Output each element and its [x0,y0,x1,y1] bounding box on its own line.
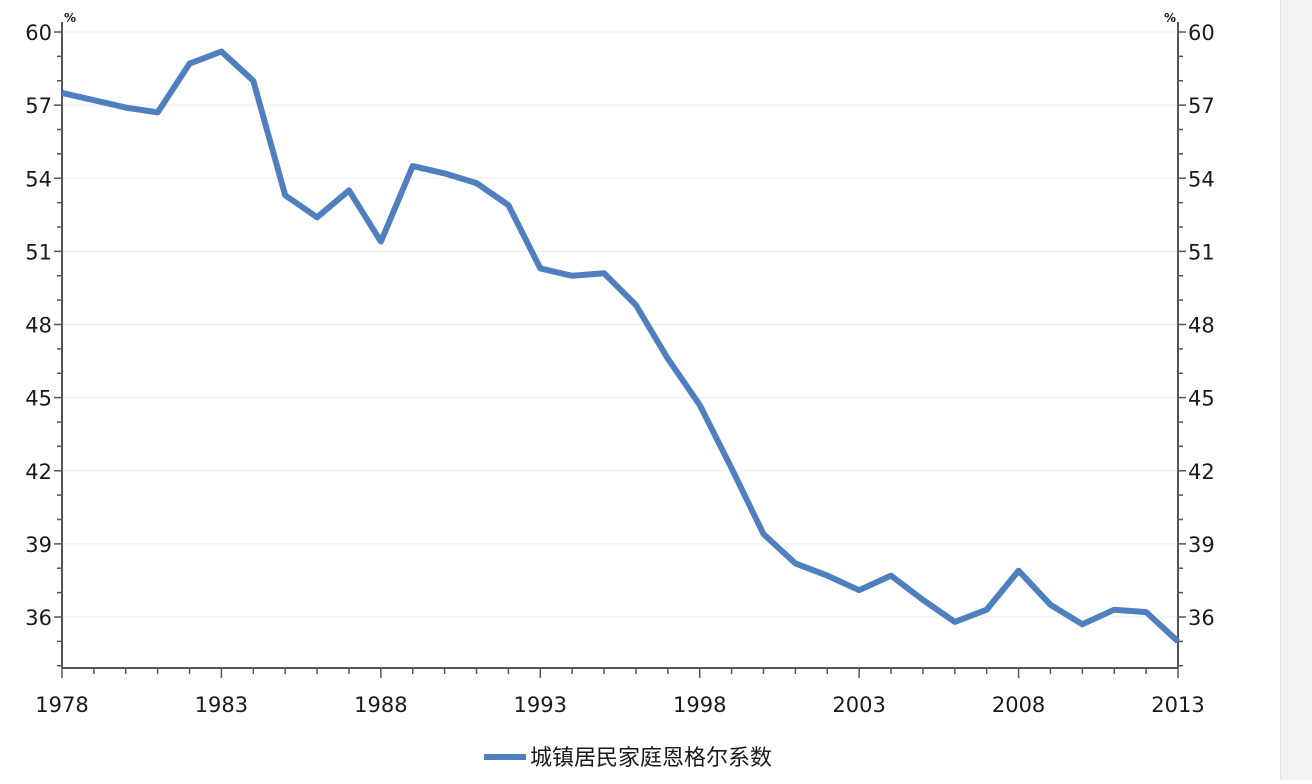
left-tick-label: 60 [25,21,52,45]
right-tick-label: 48 [1188,314,1215,338]
x-tick-label: 2003 [832,693,885,717]
left-tick-label: 45 [25,387,52,411]
x-tick-label: 1998 [673,693,726,717]
series-layer [62,51,1178,641]
left-tick-label: 57 [25,94,52,118]
x-tick-label: 2008 [992,693,1045,717]
gridlines [62,32,1178,617]
right-tick-label: 36 [1188,606,1215,630]
legend-label: 城镇居民家庭恩格尔系数 [530,746,772,771]
left-tick-label: 48 [25,314,52,338]
right-tick-label: 42 [1188,460,1215,484]
x-tick-label: 1993 [514,693,567,717]
right-tick-label: 60 [1188,21,1215,45]
legend: 城镇居民家庭恩格尔系数 [484,746,772,771]
x-tick-label: 1983 [195,693,248,717]
chart-container: 36 36 39 39 42 42 45 45 48 48 51 51 54 54 57 57 60 60%% 19… [0,0,1280,780]
left-tick-label: 51 [25,240,52,264]
line-chart: 36 36 39 39 42 42 45 45 48 48 51 51 54 54 57 57 60 60%% 19… [0,0,1280,780]
side-scroll-panel[interactable] [1280,0,1312,780]
x-tick-label: 2013 [1151,693,1204,717]
left-tick-label: 42 [25,460,52,484]
left-tick-label: 36 [25,606,52,630]
right-tick-label: 51 [1188,240,1215,264]
left-tick-label: 39 [25,533,52,557]
left-unit-label: % [64,11,76,25]
right-tick-label: 57 [1188,94,1215,118]
right-tick-label: 54 [1188,167,1215,191]
series-line-0 [62,52,1178,642]
right-unit-label: % [1164,11,1176,25]
x-tick-label: 1988 [354,693,407,717]
right-tick-label: 45 [1188,387,1215,411]
right-tick-label: 39 [1188,533,1215,557]
x-tick-label: 1978 [35,693,88,717]
left-tick-label: 54 [25,167,52,191]
axes: 36 36 39 39 42 42 45 45 48 48 51 51 54 54 57 57 60 60%% 19… [25,11,1214,717]
